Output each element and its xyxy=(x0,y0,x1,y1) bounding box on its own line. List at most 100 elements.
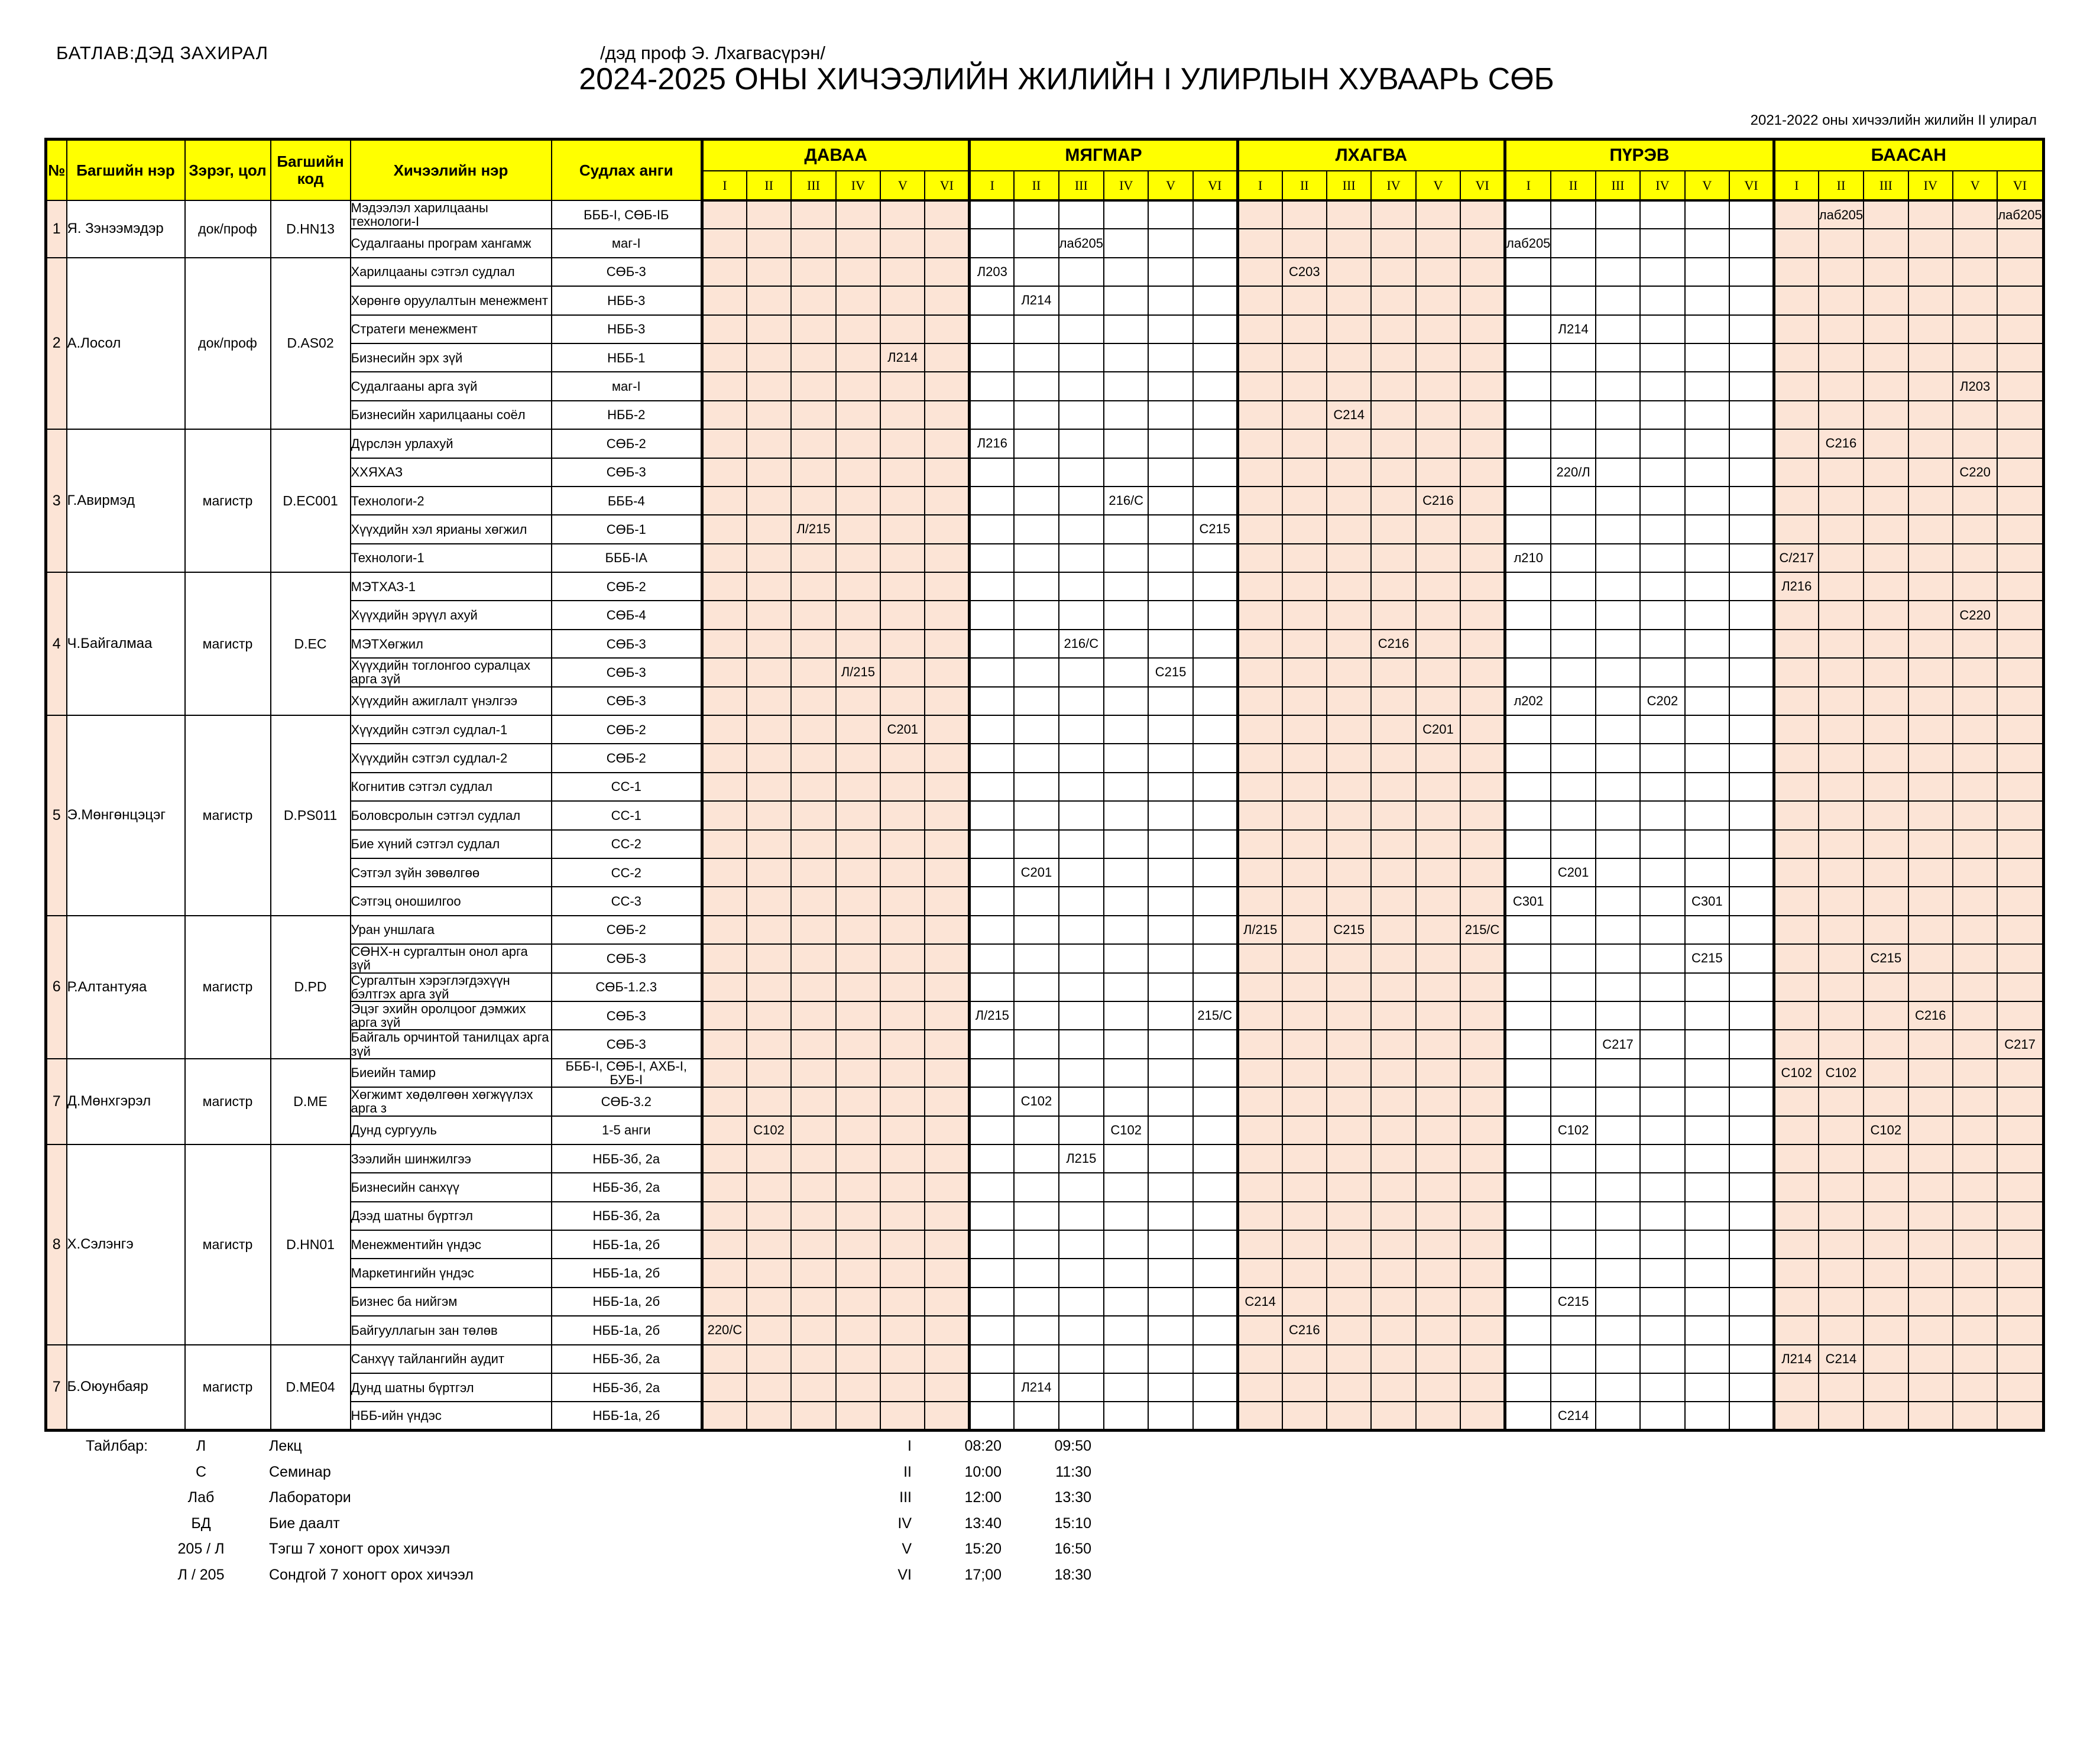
room-cell xyxy=(1997,1058,2044,1088)
room-cell xyxy=(1952,514,1998,544)
room-cell xyxy=(1013,228,1059,258)
room-cell xyxy=(1639,286,1686,316)
room-cell xyxy=(1772,286,1819,316)
room-cell xyxy=(1595,1087,1641,1117)
day-header-БААСАН: БААСАН xyxy=(1772,138,2044,171)
room-cell xyxy=(1863,1344,1909,1374)
room-cell xyxy=(1236,199,1283,230)
room-cell xyxy=(1907,1401,1953,1431)
room-cell xyxy=(1952,228,1998,258)
room-cell xyxy=(700,371,747,401)
teacher-degree: магистр xyxy=(184,1344,271,1431)
course-name-cell: Судалгааны програм хангамж xyxy=(349,228,552,258)
room-cell xyxy=(1684,1315,1730,1345)
legend-time-period: I xyxy=(908,1438,912,1454)
room-cell xyxy=(1460,543,1506,573)
room-cell xyxy=(1058,314,1105,344)
room-cell xyxy=(835,1201,882,1231)
room-cell xyxy=(968,1286,1015,1317)
room-cell xyxy=(1907,628,1953,659)
room-cell xyxy=(1639,972,1686,1002)
room-cell xyxy=(1370,1058,1417,1088)
room-cell xyxy=(1281,1058,1327,1088)
room-cell xyxy=(1863,1286,1909,1317)
room-cell xyxy=(924,829,970,859)
room-cell xyxy=(1281,715,1327,745)
room-cell xyxy=(1415,429,1461,459)
room-cell: С215 xyxy=(1148,657,1194,688)
room-cell xyxy=(968,743,1015,773)
room-cell xyxy=(1503,1029,1552,1059)
room-cell xyxy=(1058,886,1105,916)
room-cell xyxy=(835,1401,882,1431)
room-cell xyxy=(1639,829,1686,859)
room-cell xyxy=(1684,1201,1730,1231)
room-cell xyxy=(924,771,970,802)
room-cell xyxy=(1817,886,1865,916)
course-name-cell: ХХЯХАЗ xyxy=(349,457,552,487)
room-cell xyxy=(1817,1029,1865,1059)
room-cell xyxy=(1772,715,1819,745)
room-cell xyxy=(1907,400,1953,430)
room-cell xyxy=(1281,1115,1327,1145)
room-cell xyxy=(1952,1087,1998,1117)
room-cell xyxy=(1503,829,1552,859)
room-cell xyxy=(924,485,970,516)
room-cell xyxy=(746,314,792,344)
room-cell xyxy=(1639,1286,1686,1317)
room-cell xyxy=(1326,686,1372,716)
room-cell xyxy=(1460,1401,1506,1431)
legend-time-row: VI 17;00 18:30 xyxy=(828,1567,1091,1593)
room-cell xyxy=(1415,514,1461,544)
room-cell: С201 xyxy=(1013,857,1059,888)
room-cell xyxy=(790,1058,837,1088)
course-name-cell: Сургалтын хэрэглэгдэхүүн бэлтгэх арга зү… xyxy=(349,972,552,1002)
room-cell xyxy=(1907,915,1953,945)
room-cell xyxy=(1326,657,1372,688)
room-cell xyxy=(1817,1286,1865,1317)
course-class-cell: СӨБ-3.2 xyxy=(550,1087,703,1117)
course-class-cell: СС-2 xyxy=(550,857,703,888)
room-cell xyxy=(1415,686,1461,716)
day-header-ПҮРЭВ: ПҮРЭВ xyxy=(1503,138,1775,171)
room-cell xyxy=(1236,257,1283,287)
room-cell xyxy=(1326,1087,1372,1117)
room-cell xyxy=(1103,342,1149,373)
room-cell xyxy=(1326,1258,1372,1288)
room-cell xyxy=(1772,1373,1819,1403)
room-cell: С220 xyxy=(1952,457,1998,487)
room-cell xyxy=(1013,1344,1059,1374)
room-cell: Л214 xyxy=(1013,1373,1059,1403)
room-cell xyxy=(1415,1286,1461,1317)
room-cell xyxy=(1103,628,1149,659)
room-cell xyxy=(1460,857,1506,888)
room-cell xyxy=(1415,257,1461,287)
room-cell xyxy=(1997,1115,2044,1145)
room-cell: Л214 xyxy=(1550,314,1596,344)
room-cell xyxy=(1326,199,1372,230)
room-cell xyxy=(1863,228,1909,258)
room-cell xyxy=(1236,485,1283,516)
room-cell xyxy=(1550,915,1596,945)
teacher-no: 1 xyxy=(44,200,67,258)
room-cell xyxy=(1013,715,1059,745)
room-cell xyxy=(1103,199,1149,230)
room-cell xyxy=(1728,1286,1775,1317)
teacher-name: Х.Сэлэнгэ xyxy=(66,1143,186,1345)
room-cell xyxy=(1952,1115,1998,1145)
teacher-name: Ч.Байгалмаа xyxy=(66,572,186,716)
room-cell xyxy=(1013,1058,1059,1088)
room-cell xyxy=(1370,657,1417,688)
course-name-cell: Дээд шатны бүртгэл xyxy=(349,1201,552,1231)
room-cell xyxy=(1863,457,1909,487)
teacher-code: D.EC xyxy=(270,572,351,716)
room-cell xyxy=(1728,485,1775,516)
room-cell xyxy=(1997,1172,2044,1202)
room-cell xyxy=(1550,1029,1596,1059)
legend-item: Л / 205 Сондгой 7 хоногт орох хичээл xyxy=(133,1567,474,1593)
room-cell xyxy=(1370,1344,1417,1374)
room-cell xyxy=(835,429,882,459)
room-cell xyxy=(790,628,837,659)
room-cell xyxy=(924,1115,970,1145)
room-cell xyxy=(1148,743,1194,773)
